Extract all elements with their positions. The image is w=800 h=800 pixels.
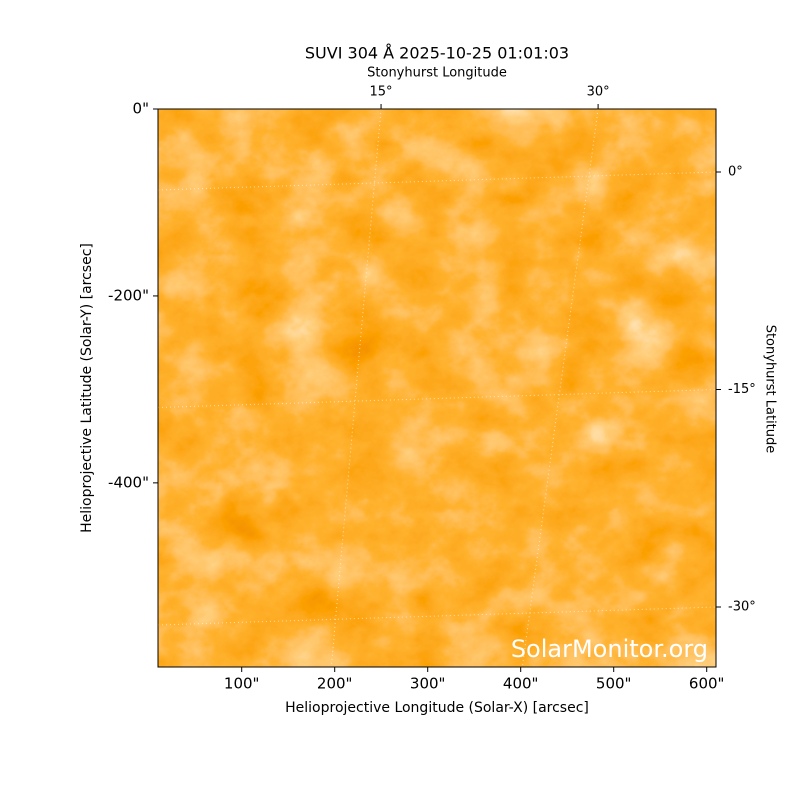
solar-image (158, 109, 716, 667)
x-tick-label: 100" (224, 675, 260, 693)
x-tick-label: 400" (503, 675, 539, 693)
y-axis-label: Helioprojective Latitude (Solar-Y) [arcs… (79, 243, 95, 533)
y2-tick-label: -15° (728, 382, 756, 397)
x-axis-label: Helioprojective Longitude (Solar-X) [arc… (285, 700, 589, 716)
x2-axis-label: Stonyhurst Longitude (367, 66, 507, 81)
y2-axis-label: Stonyhurst Latitude (763, 325, 778, 454)
y2-tick-label: 0° (728, 165, 743, 180)
x-tick-label: 300" (410, 675, 446, 693)
y-tick-label: -200" (108, 286, 149, 304)
x2-grid-line (330, 109, 382, 667)
watermark: SolarMonitor.org (511, 635, 708, 663)
x2-tick-label: 15° (370, 85, 393, 100)
y-tick-label: 0" (133, 100, 149, 118)
x2-tick-label: 30° (587, 85, 610, 100)
axes-frame (157, 108, 717, 668)
y2-tick-label: -30° (728, 600, 756, 615)
x-tick-label: 600" (689, 675, 725, 693)
y-tick-label: -400" (108, 473, 149, 491)
chart-title: SUVI 304 Å 2025-10-25 01:01:03 (305, 44, 569, 63)
x-tick-label: 500" (596, 675, 632, 693)
x-tick-label: 200" (317, 675, 353, 693)
